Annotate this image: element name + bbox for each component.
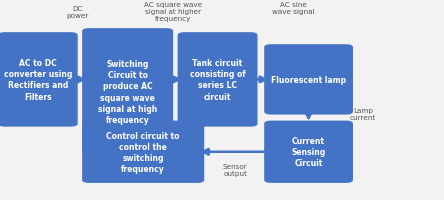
Text: Sensor
output: Sensor output (223, 163, 248, 176)
Text: Control circuit to
control the
switching
frequency: Control circuit to control the switching… (107, 131, 180, 173)
Text: DC
power: DC power (67, 6, 89, 19)
Text: Switching
Circuit to
produce AC
square wave
signal at high
frequency: Switching Circuit to produce AC square w… (98, 60, 157, 124)
FancyBboxPatch shape (82, 29, 173, 155)
FancyBboxPatch shape (178, 33, 258, 127)
Text: Current
Sensing
Circuit: Current Sensing Circuit (291, 136, 326, 168)
FancyBboxPatch shape (0, 33, 78, 127)
Text: Fluorescent lamp: Fluorescent lamp (271, 76, 346, 84)
Text: AC sine
wave signal: AC sine wave signal (272, 2, 314, 15)
Text: Lamp
current: Lamp current (350, 108, 376, 120)
FancyBboxPatch shape (264, 121, 353, 183)
Text: AC square wave
signal at higher
frequency: AC square wave signal at higher frequenc… (144, 2, 202, 22)
FancyBboxPatch shape (82, 121, 204, 183)
Text: Tank circuit
consisting of
series LC
circuit: Tank circuit consisting of series LC cir… (190, 59, 246, 101)
FancyBboxPatch shape (264, 45, 353, 115)
Text: AC to DC
converter using
Rectifiers and
Filters: AC to DC converter using Rectifiers and … (4, 59, 72, 101)
